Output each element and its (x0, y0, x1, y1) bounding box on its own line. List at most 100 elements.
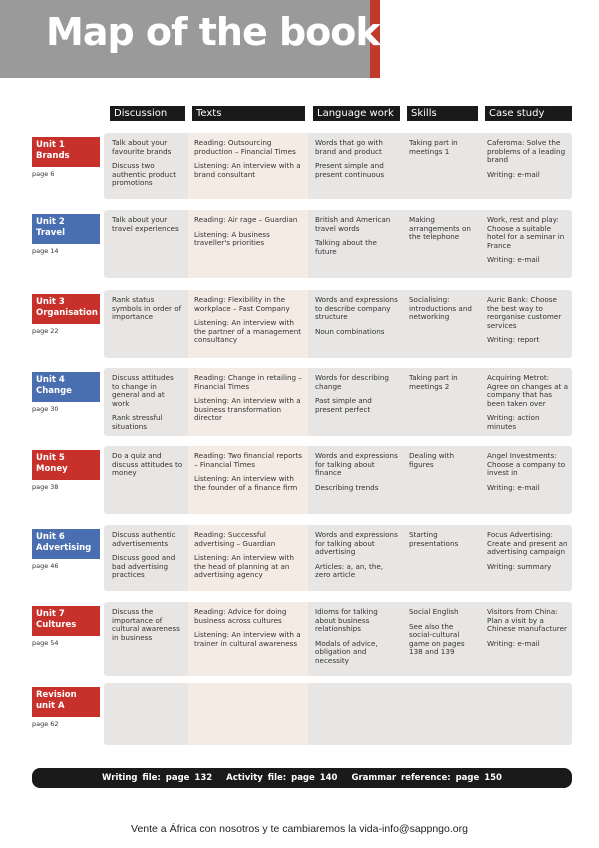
footer-item: Grammar reference: page 150 (351, 773, 502, 783)
cell-text: Talking about the future (315, 238, 377, 256)
cell-text: Words for describing change (315, 373, 389, 391)
cell-text: Reading: Flexibility in the workplace – … (194, 295, 290, 313)
unit-page: page 14 (32, 247, 59, 255)
row-background (104, 683, 572, 745)
cell-text: Listening: An interview with a business … (194, 396, 301, 423)
cell: Social English See also the social-cultur… (409, 607, 476, 663)
cell-text: Words and expressions to describe compan… (315, 295, 398, 322)
cell-text: Discuss attitudes to change in general a… (112, 373, 174, 408)
cell-text: Discuss good and bad advertising practic… (112, 553, 176, 580)
cell-text: Making arrangements on the telephone (409, 215, 471, 242)
cell-text: Present simple and present continuous (315, 161, 385, 179)
cell: Caferoma: Solve the problems of a leadin… (487, 138, 570, 185)
cell: Discuss attitudes to change in general a… (112, 373, 183, 438)
cell: Discuss authentic advertisements Discuss … (112, 530, 183, 586)
cell-text: Listening: An interview with the founder… (194, 474, 298, 492)
cell-text: Writing: e-mail (487, 255, 540, 265)
cell-text: Writing: summary (487, 561, 552, 571)
cell-text: Listening: An interview with a trainer i… (194, 630, 301, 648)
cell-text: Dealing with figures (409, 451, 455, 469)
column-header: Case study (485, 106, 572, 121)
cell-text: Reading: Two financial reports – Financi… (194, 451, 303, 469)
unit-box: Unit 7 Cultures (32, 606, 100, 636)
cell-text: Talk about your travel experiences (112, 215, 179, 233)
unit-title: Change (36, 386, 72, 396)
footer-item: Activity file: page 140 (226, 773, 338, 783)
cell-text: Noun combinations (315, 326, 385, 336)
unit-title: Money (36, 464, 68, 474)
unit-title: Brands (36, 151, 70, 161)
cell-text: Listening: A business traveller's priori… (194, 229, 270, 248)
row-background (104, 525, 572, 591)
texts-background (188, 290, 308, 358)
cell: Idioms for talking about business relati… (315, 607, 398, 672)
cell: Reading: Outsourcing production – Financ… (194, 138, 303, 185)
unit-label: Unit 7 (36, 609, 65, 619)
cell-text: Listening: An interview with a brand con… (194, 161, 301, 179)
cell: Work, rest and play: Choose a suitable h… (487, 215, 570, 271)
texts-background (188, 133, 308, 199)
cell-text: Angel Investments: Choose a company to i… (487, 451, 566, 478)
cell: Reading: Successful advertising – Guardi… (194, 530, 303, 586)
unit-box: Unit 5 Money (32, 450, 100, 480)
cell: Reading: Change in retailing – Financial… (194, 373, 303, 429)
texts-background (188, 368, 308, 436)
cell-text: Talk about your favourite brands (112, 138, 172, 156)
cell-text: Reading: Outsourcing production – Financ… (194, 138, 296, 156)
cell-text: Reading: Advice for doing business acros… (194, 607, 287, 625)
texts-background (188, 683, 308, 745)
cell: Words for describing change Past simple a… (315, 373, 398, 420)
cell-text: Writing: report (487, 335, 540, 345)
cell: Talk about your travel experiences (112, 215, 183, 239)
unit-box: Unit 3 Organisation (32, 294, 100, 324)
unit-label: Unit 4 (36, 375, 65, 385)
cell: Visitors from China: Plan a visit by a C… (487, 607, 570, 654)
row-background (104, 210, 572, 278)
cell-text: Visitors from China: Plan a visit by a C… (487, 607, 567, 634)
cell: Words and expressions for talking about … (315, 530, 398, 586)
cell-text: Caferoma: Solve the problems of a leadin… (487, 138, 566, 165)
row-background (104, 602, 572, 676)
cell: Discuss the importance of cultural aware… (112, 607, 183, 648)
cell-text: Do a quiz and discuss attitudes to money (112, 451, 183, 478)
cell: Focus Advertising: Create and present an… (487, 530, 570, 577)
cell: Angel Investments: Choose a company to i… (487, 451, 570, 498)
cell-text: Reading: Successful advertising – Guardi… (194, 530, 276, 548)
unit-label: Unit 1 (36, 140, 65, 150)
unit-box: Unit 4 Change (32, 372, 100, 402)
cell-text: Starting presentations (409, 530, 459, 548)
cell-text: Discuss the importance of cultural aware… (112, 607, 180, 642)
cell-text: Taking part in meetings 2 (409, 373, 458, 391)
cell-text: Writing: e-mail (487, 638, 540, 648)
unit-label: Revision (36, 690, 77, 700)
row-background (104, 290, 572, 358)
cell: Words and expressions to describe compan… (315, 295, 398, 342)
cell-text: Words that go with brand and product (315, 138, 383, 156)
cell: Taking part in meetings 2 (409, 373, 476, 397)
cell-text: Acquiring Metrot: Agree on changes at a … (487, 373, 569, 408)
cell-text: Discuss two authentic product promotions (112, 161, 177, 188)
cell: Auric Bank: Choose the best way to reorg… (487, 295, 570, 351)
cell: Dealing with figures (409, 451, 476, 475)
texts-background (188, 210, 308, 278)
cell-text: Writing: e-mail (487, 482, 540, 492)
cell: Reading: Two financial reports – Financi… (194, 451, 303, 498)
unit-title: Advertising (36, 543, 92, 553)
texts-background (188, 525, 308, 591)
unit-box: Revision unit A (32, 687, 100, 717)
unit-label: Unit 3 (36, 297, 65, 307)
cell-text: Describing trends (315, 482, 379, 492)
unit-label: Unit 5 (36, 453, 65, 463)
cell: Making arrangements on the telephone (409, 215, 476, 248)
footer-bar: Writing file: page 132 Activity file: pag… (32, 768, 572, 788)
cell-text: Articles: a, an, the, zero article (315, 561, 384, 580)
column-header: Texts (192, 106, 305, 121)
cell-text: Listening: An interview with the head of… (194, 553, 294, 580)
unit-box: Unit 1 Brands (32, 137, 100, 167)
cell-text: Modals of advice, obligation and necessi… (315, 638, 378, 665)
cell-text: Idioms for talking about business relati… (315, 607, 378, 634)
unit-title: Organisation (36, 308, 98, 318)
unit-page: page 38 (32, 483, 59, 491)
unit-page: page 62 (32, 720, 59, 728)
